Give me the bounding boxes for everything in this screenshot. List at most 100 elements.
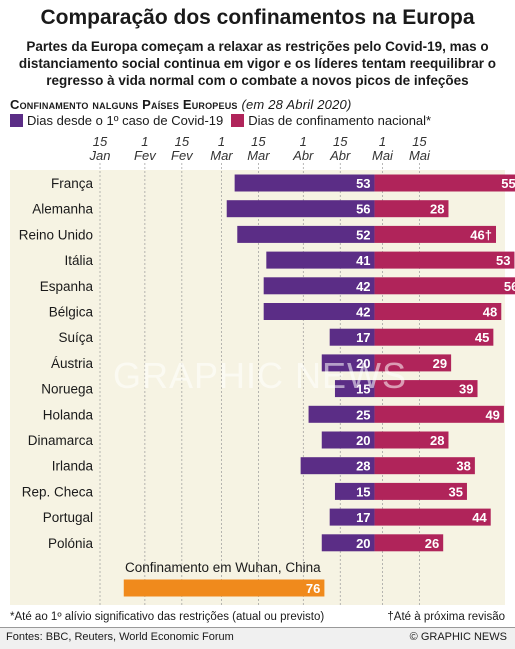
page-title: Comparação dos confinamentos na Europa [40, 6, 475, 29]
tick-label-day: 15 [333, 134, 348, 149]
bar-days-lockdown [374, 277, 515, 295]
data-label-days-since-case: 41 [356, 253, 370, 268]
bar-wuhan [123, 579, 325, 597]
data-label-days-lockdown: 35 [448, 484, 462, 499]
tick-label-day: 15 [412, 134, 427, 149]
bar-days-since-case [237, 225, 375, 243]
tick-label-day: 15 [251, 134, 266, 149]
chart-heading-date: (em 28 Abril 2020) [241, 97, 352, 112]
bar-days-since-case [308, 405, 375, 423]
footnote-right: †Até à próxima revisão [387, 611, 505, 623]
bar-days-lockdown [374, 482, 467, 500]
data-label-days-since-case: 56 [356, 202, 370, 217]
data-label-days-lockdown: 53 [496, 253, 510, 268]
data-label-days-lockdown: 49 [485, 407, 499, 422]
country-label: Áustria [51, 356, 94, 371]
tick-label-month: Jan [89, 148, 111, 163]
legend-label-days-lockdown: Dias de confinamento nacional* [248, 113, 432, 128]
bar-days-lockdown [374, 225, 496, 243]
data-label-days-since-case: 53 [356, 176, 370, 191]
country-label: Portugal [43, 510, 93, 525]
data-label-days-since-case: 20 [356, 433, 370, 448]
country-label: Holanda [43, 407, 94, 422]
bar-days-lockdown [374, 431, 449, 449]
data-label-days-lockdown: 46† [470, 227, 492, 242]
data-label-days-lockdown: 39 [459, 382, 473, 397]
tick-label-day: 1 [300, 134, 307, 149]
chart-heading-text: Confinamento nalguns Países Europeus [10, 97, 238, 112]
tick-label-month: Fev [171, 148, 194, 163]
data-label-days-lockdown: 44 [472, 510, 487, 525]
legend-item-days-since-case: Dias desde o 1º caso de Covid-19 [10, 113, 223, 128]
country-label: França [51, 176, 94, 191]
bar-days-since-case [263, 303, 375, 320]
legend-swatch-magenta [231, 114, 245, 127]
tick-label-month: Fev [134, 148, 157, 163]
bar-days-lockdown [374, 328, 494, 346]
data-label-days-lockdown: 26 [425, 536, 439, 551]
data-label-days-lockdown: 28 [430, 433, 444, 448]
bar-days-lockdown [374, 508, 491, 526]
watermark-text: GRAPHIC NEWS [113, 355, 407, 396]
country-label: Rep. Checa [22, 484, 94, 499]
bar-days-lockdown [374, 251, 515, 269]
tick-label-day: 15 [175, 134, 190, 149]
data-label-days-since-case: 42 [356, 279, 370, 294]
bar-days-lockdown [374, 380, 478, 398]
data-label-days-lockdown: 45 [475, 330, 489, 345]
data-label-days-lockdown: 55 [501, 176, 515, 191]
data-label-days-since-case: 25 [356, 407, 370, 422]
tick-label-day: 15 [93, 134, 108, 149]
chart-heading: Confinamento nalguns Países Europeus (em… [10, 97, 352, 112]
country-label: Suíça [58, 330, 93, 345]
bar-days-since-case [334, 380, 375, 398]
country-label: Reino Unido [19, 227, 93, 242]
bar-days-lockdown [374, 354, 452, 372]
tick-label-month: Mar [247, 148, 270, 163]
data-label-wuhan: 76 [306, 581, 320, 596]
chart: 15Jan1Fev15Fev1Mar15Mar1Abr15Abr1Mai15Ma… [10, 134, 515, 605]
tick-label-day: 1 [379, 134, 386, 149]
country-label: Bélgica [49, 305, 94, 320]
data-label-days-lockdown: 48 [483, 305, 497, 320]
country-label: Dinamarca [28, 433, 94, 448]
footnote-left: *Até ao 1º alívio significativo das rest… [10, 611, 325, 623]
country-label: Alemanha [32, 202, 93, 217]
bar-days-since-case [300, 457, 375, 475]
bar-days-since-case [329, 328, 375, 346]
bar-days-lockdown [374, 303, 502, 320]
country-label: Itália [64, 253, 93, 268]
tick-label-month: Mai [372, 148, 394, 163]
tick-label-month: Mar [210, 148, 233, 163]
bar-days-since-case [321, 534, 375, 552]
data-label-days-lockdown: 56 [504, 279, 515, 294]
data-label-days-since-case: 28 [356, 459, 370, 474]
data-label-days-lockdown: 38 [456, 459, 470, 474]
sources: Fontes: BBC, Reuters, World Economic For… [6, 631, 234, 643]
tick-label-month: Mai [409, 148, 431, 163]
data-label-days-since-case: 17 [356, 510, 370, 525]
subtitle: Partes da Europa começam a relaxar as re… [18, 39, 497, 88]
bar-days-lockdown [374, 457, 475, 475]
legend-item-days-lockdown: Dias de confinamento nacional* [231, 113, 431, 128]
data-label-days-since-case: 17 [356, 330, 370, 345]
legend-label-days-since-case: Dias desde o 1º caso de Covid-19 [27, 113, 224, 128]
country-label: Irlanda [52, 459, 94, 474]
bar-days-lockdown [374, 174, 515, 192]
tick-label-month: Abr [292, 148, 314, 163]
data-label-days-since-case: 20 [356, 536, 370, 551]
bar-days-since-case [334, 482, 375, 500]
data-label-days-since-case: 15 [356, 382, 370, 397]
credit: © GRAPHIC NEWS [409, 631, 507, 643]
data-label-days-since-case: 42 [356, 305, 370, 320]
country-label: Espanha [40, 279, 94, 294]
bar-days-since-case [266, 251, 375, 269]
legend-swatch-purple [10, 114, 23, 127]
data-label-days-lockdown: 29 [433, 356, 447, 371]
tick-label-day: 1 [218, 134, 225, 149]
tick-label-day: 1 [141, 134, 148, 149]
bar-days-since-case [321, 354, 375, 372]
data-label-days-since-case: 20 [356, 356, 370, 371]
bar-days-since-case [226, 200, 375, 218]
data-label-days-since-case: 52 [356, 227, 370, 242]
